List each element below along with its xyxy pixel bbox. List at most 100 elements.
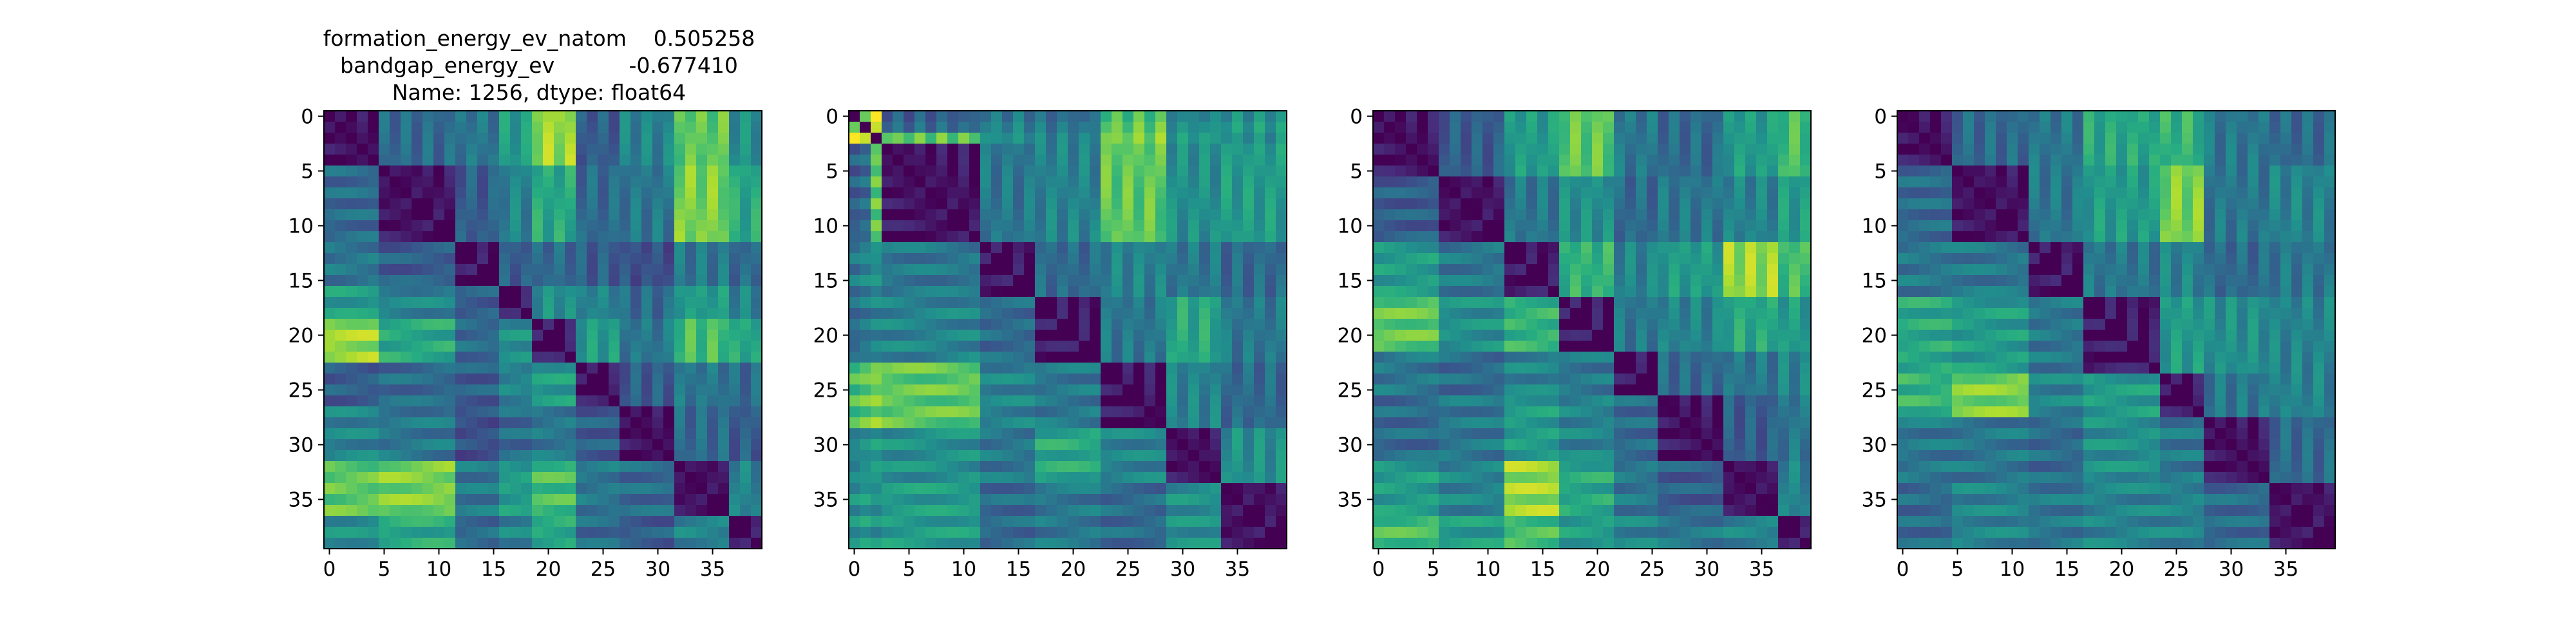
heatmap-cell (1254, 209, 1265, 221)
heatmap-cell (936, 231, 948, 243)
heatmap-cell (849, 122, 860, 133)
heatmap-cell (1625, 187, 1636, 199)
heatmap-cell (1680, 111, 1691, 122)
heatmap-cell (1232, 220, 1244, 232)
heatmap-cell (1712, 341, 1724, 352)
heatmap-cell (1559, 352, 1571, 363)
heatmap-cell (1221, 505, 1233, 516)
heatmap-cell (1428, 352, 1439, 363)
heatmap-cell (1079, 439, 1090, 451)
heatmap-cell (598, 406, 609, 418)
heatmap-cell (1254, 341, 1265, 352)
heatmap-cell (969, 275, 981, 287)
heatmap-cell (477, 384, 489, 396)
heatmap-cell (1712, 242, 1724, 254)
heatmap-cell (1603, 122, 1615, 133)
heatmap-cell (598, 198, 609, 210)
heatmap-cell (1625, 483, 1636, 495)
heatmap-cell (1789, 242, 1801, 254)
heatmap-cell (1493, 297, 1505, 308)
heatmap-cell (587, 461, 598, 473)
heatmap-cell (455, 133, 467, 144)
heatmap-cell (1472, 319, 1483, 330)
heatmap-cell (1592, 176, 1604, 188)
heatmap-cell (914, 144, 926, 155)
heatmap-cell (576, 144, 587, 155)
heatmap-cell (598, 176, 609, 188)
heatmap-cell (729, 527, 741, 538)
heatmap-cell (1254, 187, 1265, 199)
heatmap-cell (751, 494, 762, 506)
heatmap-cell (1647, 166, 1658, 177)
heatmap-cell (1669, 406, 1680, 418)
heatmap-cell (1559, 297, 1571, 308)
heatmap-cell (1384, 374, 1396, 385)
heatmap-cell (1035, 319, 1046, 330)
heatmap-cell (1493, 352, 1505, 363)
heatmap-cell (1800, 363, 1812, 374)
heatmap-cell (958, 428, 970, 440)
heatmap-cell (980, 187, 992, 199)
heatmap-cell (1592, 198, 1604, 210)
heatmap-cell (368, 395, 379, 407)
heatmap-cell (1068, 505, 1079, 516)
heatmap-cell (1756, 242, 1768, 254)
heatmap-cell (1024, 209, 1036, 221)
heatmap-cell (849, 264, 860, 276)
heatmap-cell (1482, 242, 1494, 254)
heatmap-cell (1548, 395, 1560, 407)
heatmap-cell (576, 308, 587, 319)
heatmap-cell (532, 527, 544, 538)
heatmap-cell (871, 297, 882, 308)
heatmap-cell (346, 330, 357, 341)
heatmap-cell (1778, 384, 1790, 396)
heatmap-cell (587, 330, 598, 341)
heatmap-cell (1592, 286, 1604, 298)
heatmap-cell (663, 253, 675, 265)
heatmap-cell (466, 494, 478, 506)
heatmap-cell (357, 516, 368, 527)
heatmap-cell (1155, 198, 1167, 210)
heatmap-cell (1669, 494, 1680, 506)
heatmap-cell (947, 209, 959, 221)
heatmap-cell (554, 176, 565, 188)
heatmap-cell (707, 286, 719, 298)
heatmap-cell (598, 384, 609, 396)
heatmap-cell (871, 439, 882, 451)
heatmap-cell (455, 527, 467, 538)
heatmap-cell (335, 395, 346, 407)
heatmap-cell (718, 450, 730, 462)
heatmap-cell (455, 297, 467, 308)
heatmap-cell (576, 155, 587, 166)
heatmap-cell (1177, 319, 1189, 330)
heatmap-cell (1537, 516, 1549, 527)
heatmap-cell (576, 527, 587, 538)
heatmap-cell (598, 352, 609, 363)
heatmap-cell (390, 198, 401, 210)
heatmap-cell (696, 122, 708, 133)
heatmap-cell (532, 209, 544, 221)
heatmap-cell (1166, 538, 1178, 549)
heatmap-cell (1658, 264, 1669, 276)
heatmap-cell (510, 439, 522, 451)
heatmap-cell (1745, 308, 1757, 319)
heatmap-cell (466, 253, 478, 265)
heatmap-cell (1243, 428, 1255, 440)
heatmap-cell (1712, 483, 1724, 495)
heatmap-cell (1559, 242, 1571, 254)
heatmap-cell (1439, 330, 1450, 341)
heatmap-cell (1384, 220, 1396, 232)
heatmap-cell (368, 494, 379, 506)
heatmap-cell (1690, 330, 1702, 341)
heatmap-cell (980, 176, 992, 188)
heatmap-cell (1046, 275, 1057, 287)
heatmap-cell (433, 198, 445, 210)
heatmap-cell (882, 483, 893, 495)
heatmap-cell (1243, 231, 1255, 243)
heatmap-cell (1450, 516, 1461, 527)
heatmap-cell (1636, 220, 1647, 232)
heatmap-cell (1188, 231, 1200, 243)
heatmap-cell (1603, 242, 1615, 254)
heatmap-cell (1614, 461, 1625, 473)
heatmap-cell (1265, 363, 1276, 374)
